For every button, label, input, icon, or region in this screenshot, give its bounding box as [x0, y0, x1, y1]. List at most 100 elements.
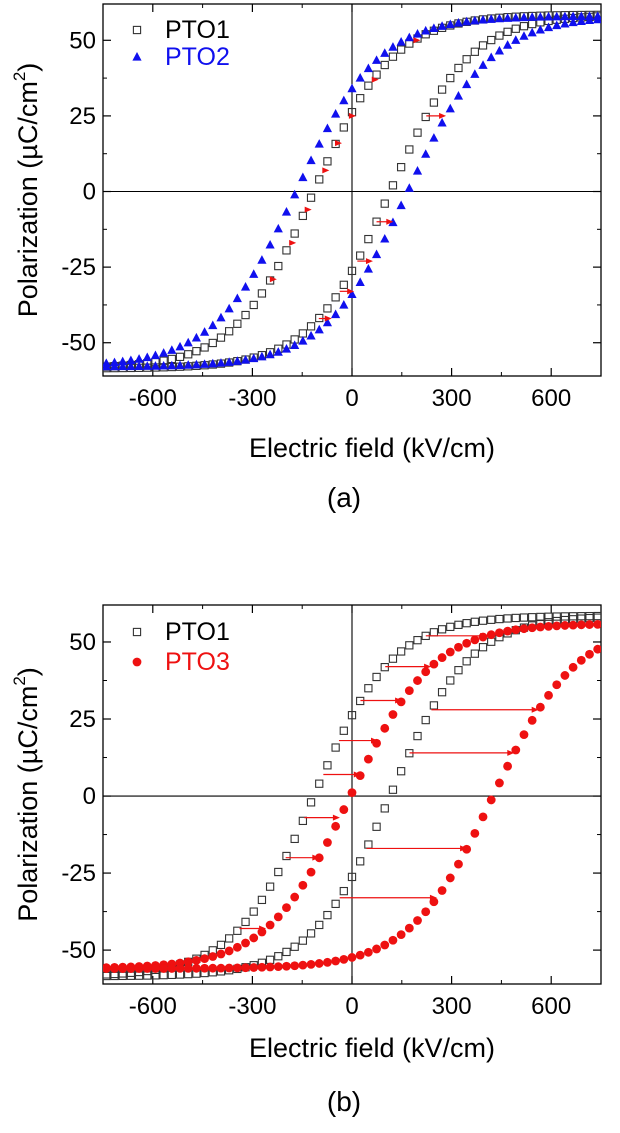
- data-point: [200, 343, 209, 352]
- data-point: [339, 95, 349, 105]
- y-tick-label: -25: [61, 254, 96, 281]
- data-point: [503, 27, 512, 36]
- data-point: [274, 261, 283, 271]
- data-point: [404, 686, 414, 695]
- data-point: [577, 612, 586, 621]
- data-point: [543, 22, 554, 32]
- data-layer: [103, 10, 601, 373]
- data-point: [249, 300, 258, 310]
- data-point: [118, 361, 128, 371]
- data-point: [462, 638, 472, 648]
- data-point: [495, 628, 504, 638]
- data-point: [519, 613, 529, 622]
- y-tick-label: -50: [61, 937, 96, 964]
- data-point: [257, 895, 267, 905]
- data-point: [470, 649, 479, 658]
- data-point: [306, 867, 316, 877]
- data-point: [437, 85, 447, 94]
- x-tick-label: 300: [432, 993, 472, 1020]
- data-point: [339, 280, 348, 289]
- y-tick-label: 50: [69, 629, 96, 656]
- data-point: [454, 642, 463, 652]
- data-point: [175, 352, 185, 361]
- data-point: [142, 352, 152, 362]
- x-tick-label: -600: [129, 385, 177, 412]
- data-point: [200, 954, 209, 963]
- data-point: [445, 873, 455, 883]
- data-point: [535, 622, 545, 632]
- data-point: [175, 341, 185, 351]
- data-point: [306, 322, 316, 331]
- x-tick-label: 0: [345, 385, 358, 412]
- data-point: [110, 964, 119, 973]
- data-point: [356, 857, 365, 866]
- data-point: [216, 949, 226, 959]
- data-point: [568, 11, 578, 21]
- x-tick-label: 0: [345, 993, 358, 1020]
- data-point: [200, 963, 209, 973]
- data-point: [323, 157, 332, 166]
- data-point: [519, 12, 529, 22]
- data-point: [347, 872, 357, 882]
- data-point: [331, 293, 340, 302]
- data-point: [339, 123, 348, 132]
- data-point: [249, 963, 259, 972]
- data-point: [290, 189, 300, 199]
- y-tick-label: 0: [83, 783, 96, 810]
- data-point: [282, 961, 291, 971]
- data-point: [437, 688, 447, 697]
- data-point: [576, 16, 586, 25]
- data-point: [528, 613, 537, 622]
- data-point: [495, 614, 504, 624]
- data-point: [363, 947, 373, 957]
- data-point: [413, 731, 422, 741]
- data-point: [576, 655, 586, 665]
- shift-arrow-head: [269, 276, 277, 283]
- data-point: [314, 853, 324, 863]
- data-point: [208, 952, 218, 961]
- data-point: [462, 844, 472, 854]
- data-point: [281, 344, 292, 353]
- data-point: [216, 312, 226, 322]
- data-point: [511, 745, 521, 755]
- data-point: [339, 886, 348, 896]
- data-point: [331, 899, 340, 909]
- data-point: [347, 266, 357, 276]
- data-point: [208, 963, 218, 973]
- data-point: [331, 743, 340, 752]
- data-point: [298, 329, 308, 338]
- data-point: [396, 200, 406, 210]
- data-point: [593, 644, 601, 654]
- data-point: [527, 27, 537, 37]
- data-point: [372, 944, 381, 954]
- data-point: [199, 359, 210, 368]
- chart-panel-a: -600 -300 0 300 600 -50 -25 0 25 50 Electric field…: [10, 3, 602, 513]
- data-point: [568, 612, 578, 621]
- data-point: [429, 701, 439, 710]
- data-point: [290, 834, 299, 844]
- data-point: [462, 16, 472, 26]
- data-point: [265, 349, 275, 359]
- shift-arrow-head: [507, 749, 515, 756]
- data-point: [167, 360, 177, 370]
- data-point: [208, 358, 218, 368]
- data-point: [331, 309, 341, 319]
- data-point: [274, 952, 283, 961]
- data-point: [404, 923, 414, 933]
- data-point: [306, 929, 316, 938]
- data-point: [478, 14, 488, 24]
- data-point: [478, 643, 488, 652]
- data-point: [306, 193, 316, 202]
- data-point: [347, 83, 357, 93]
- data-point: [454, 666, 463, 675]
- x-tick-label: -600: [129, 993, 177, 1020]
- shift-arrow-head: [289, 239, 297, 246]
- data-point: [323, 761, 332, 770]
- data-point: [470, 617, 479, 626]
- y-tick-label: -50: [61, 330, 96, 357]
- legend-marker: [132, 25, 142, 35]
- data-point: [371, 55, 382, 64]
- data-point: [437, 886, 447, 895]
- data-point: [486, 630, 496, 640]
- data-point: [560, 11, 570, 21]
